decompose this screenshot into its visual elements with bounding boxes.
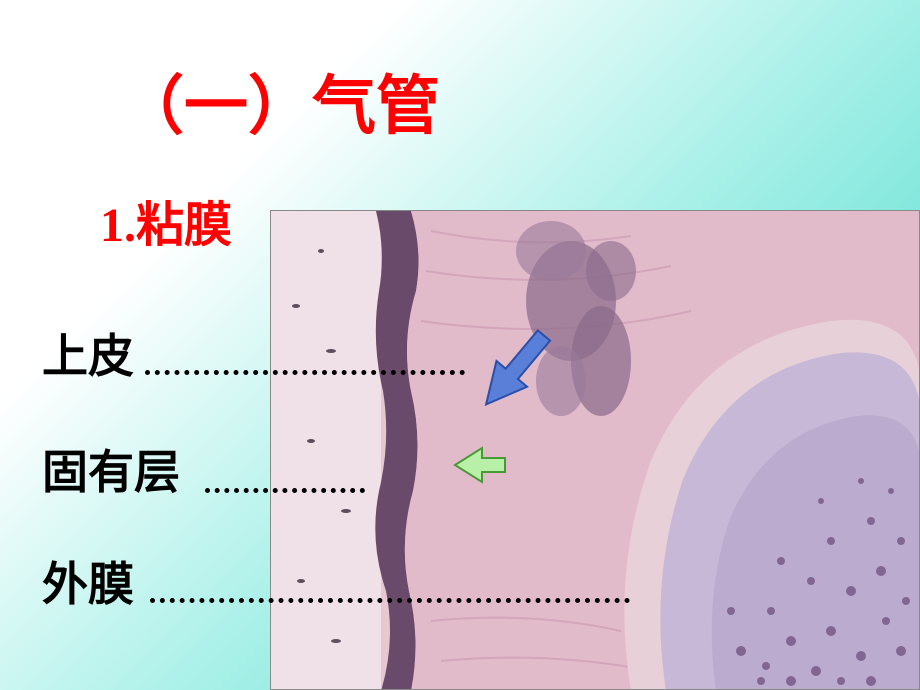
title-text: （一）气管: [120, 71, 440, 142]
histology-micrograph: [270, 210, 920, 690]
label-adventitia: 外膜: [42, 548, 134, 614]
label-epithelium: 上皮: [42, 320, 134, 386]
leader-line-1: [145, 370, 465, 375]
label-3-text: 外膜: [42, 559, 134, 610]
subtitle-text: 1.粘膜: [100, 199, 232, 252]
label-2-text: 固有层: [42, 447, 180, 498]
label-1-text: 上皮: [42, 331, 134, 382]
leader-line-3: [150, 598, 630, 603]
leader-line-2: [205, 488, 365, 493]
slide-title: （一）气管: [120, 55, 440, 147]
slide-subtitle: 1.粘膜: [100, 185, 232, 255]
blue-arrow-icon: [470, 320, 560, 425]
green-arrow-icon: [450, 440, 510, 495]
label-lamina-propria: 固有层: [42, 436, 180, 502]
